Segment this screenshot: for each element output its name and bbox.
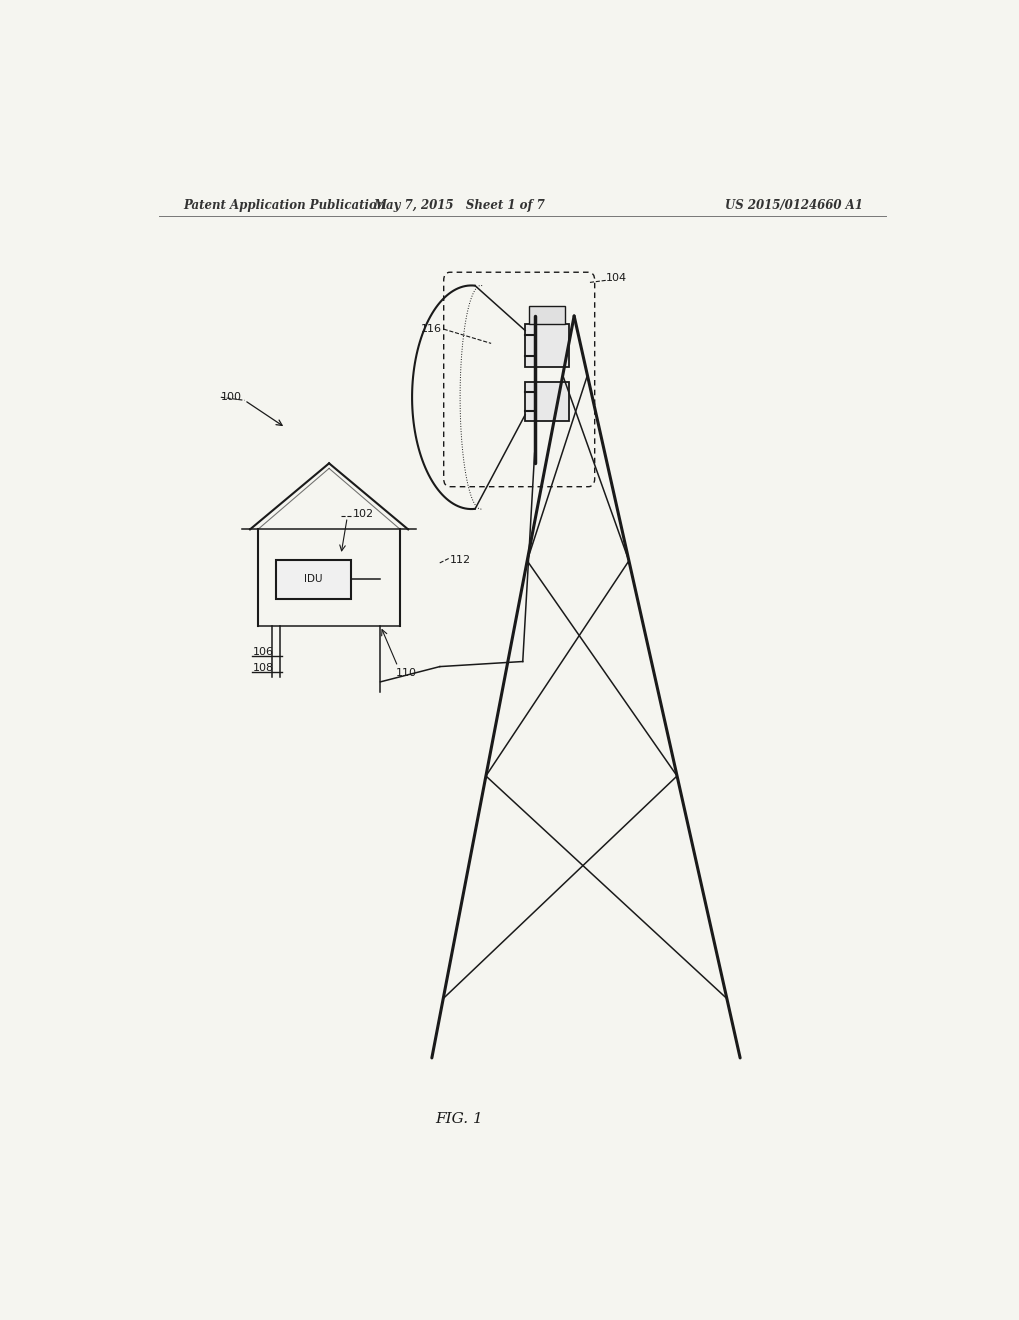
Text: 116: 116	[421, 325, 441, 334]
Bar	[525, 381, 568, 421]
Text: 110: 110	[396, 668, 417, 677]
Bar	[529, 306, 565, 325]
Text: 108: 108	[252, 663, 273, 673]
Text: 104: 104	[605, 273, 627, 284]
Text: May 7, 2015   Sheet 1 of 7: May 7, 2015 Sheet 1 of 7	[373, 199, 545, 213]
Text: 102: 102	[353, 510, 374, 519]
Text: FIG. 1: FIG. 1	[435, 1111, 483, 1126]
Text: 106: 106	[252, 647, 273, 657]
Text: 112: 112	[449, 554, 471, 565]
Text: Patent Application Publication: Patent Application Publication	[182, 199, 385, 213]
Bar	[276, 560, 351, 598]
Bar	[525, 325, 568, 367]
Text: 100: 100	[220, 392, 242, 403]
Text: IDU: IDU	[304, 574, 323, 585]
Text: US 2015/0124660 A1: US 2015/0124660 A1	[725, 199, 862, 213]
